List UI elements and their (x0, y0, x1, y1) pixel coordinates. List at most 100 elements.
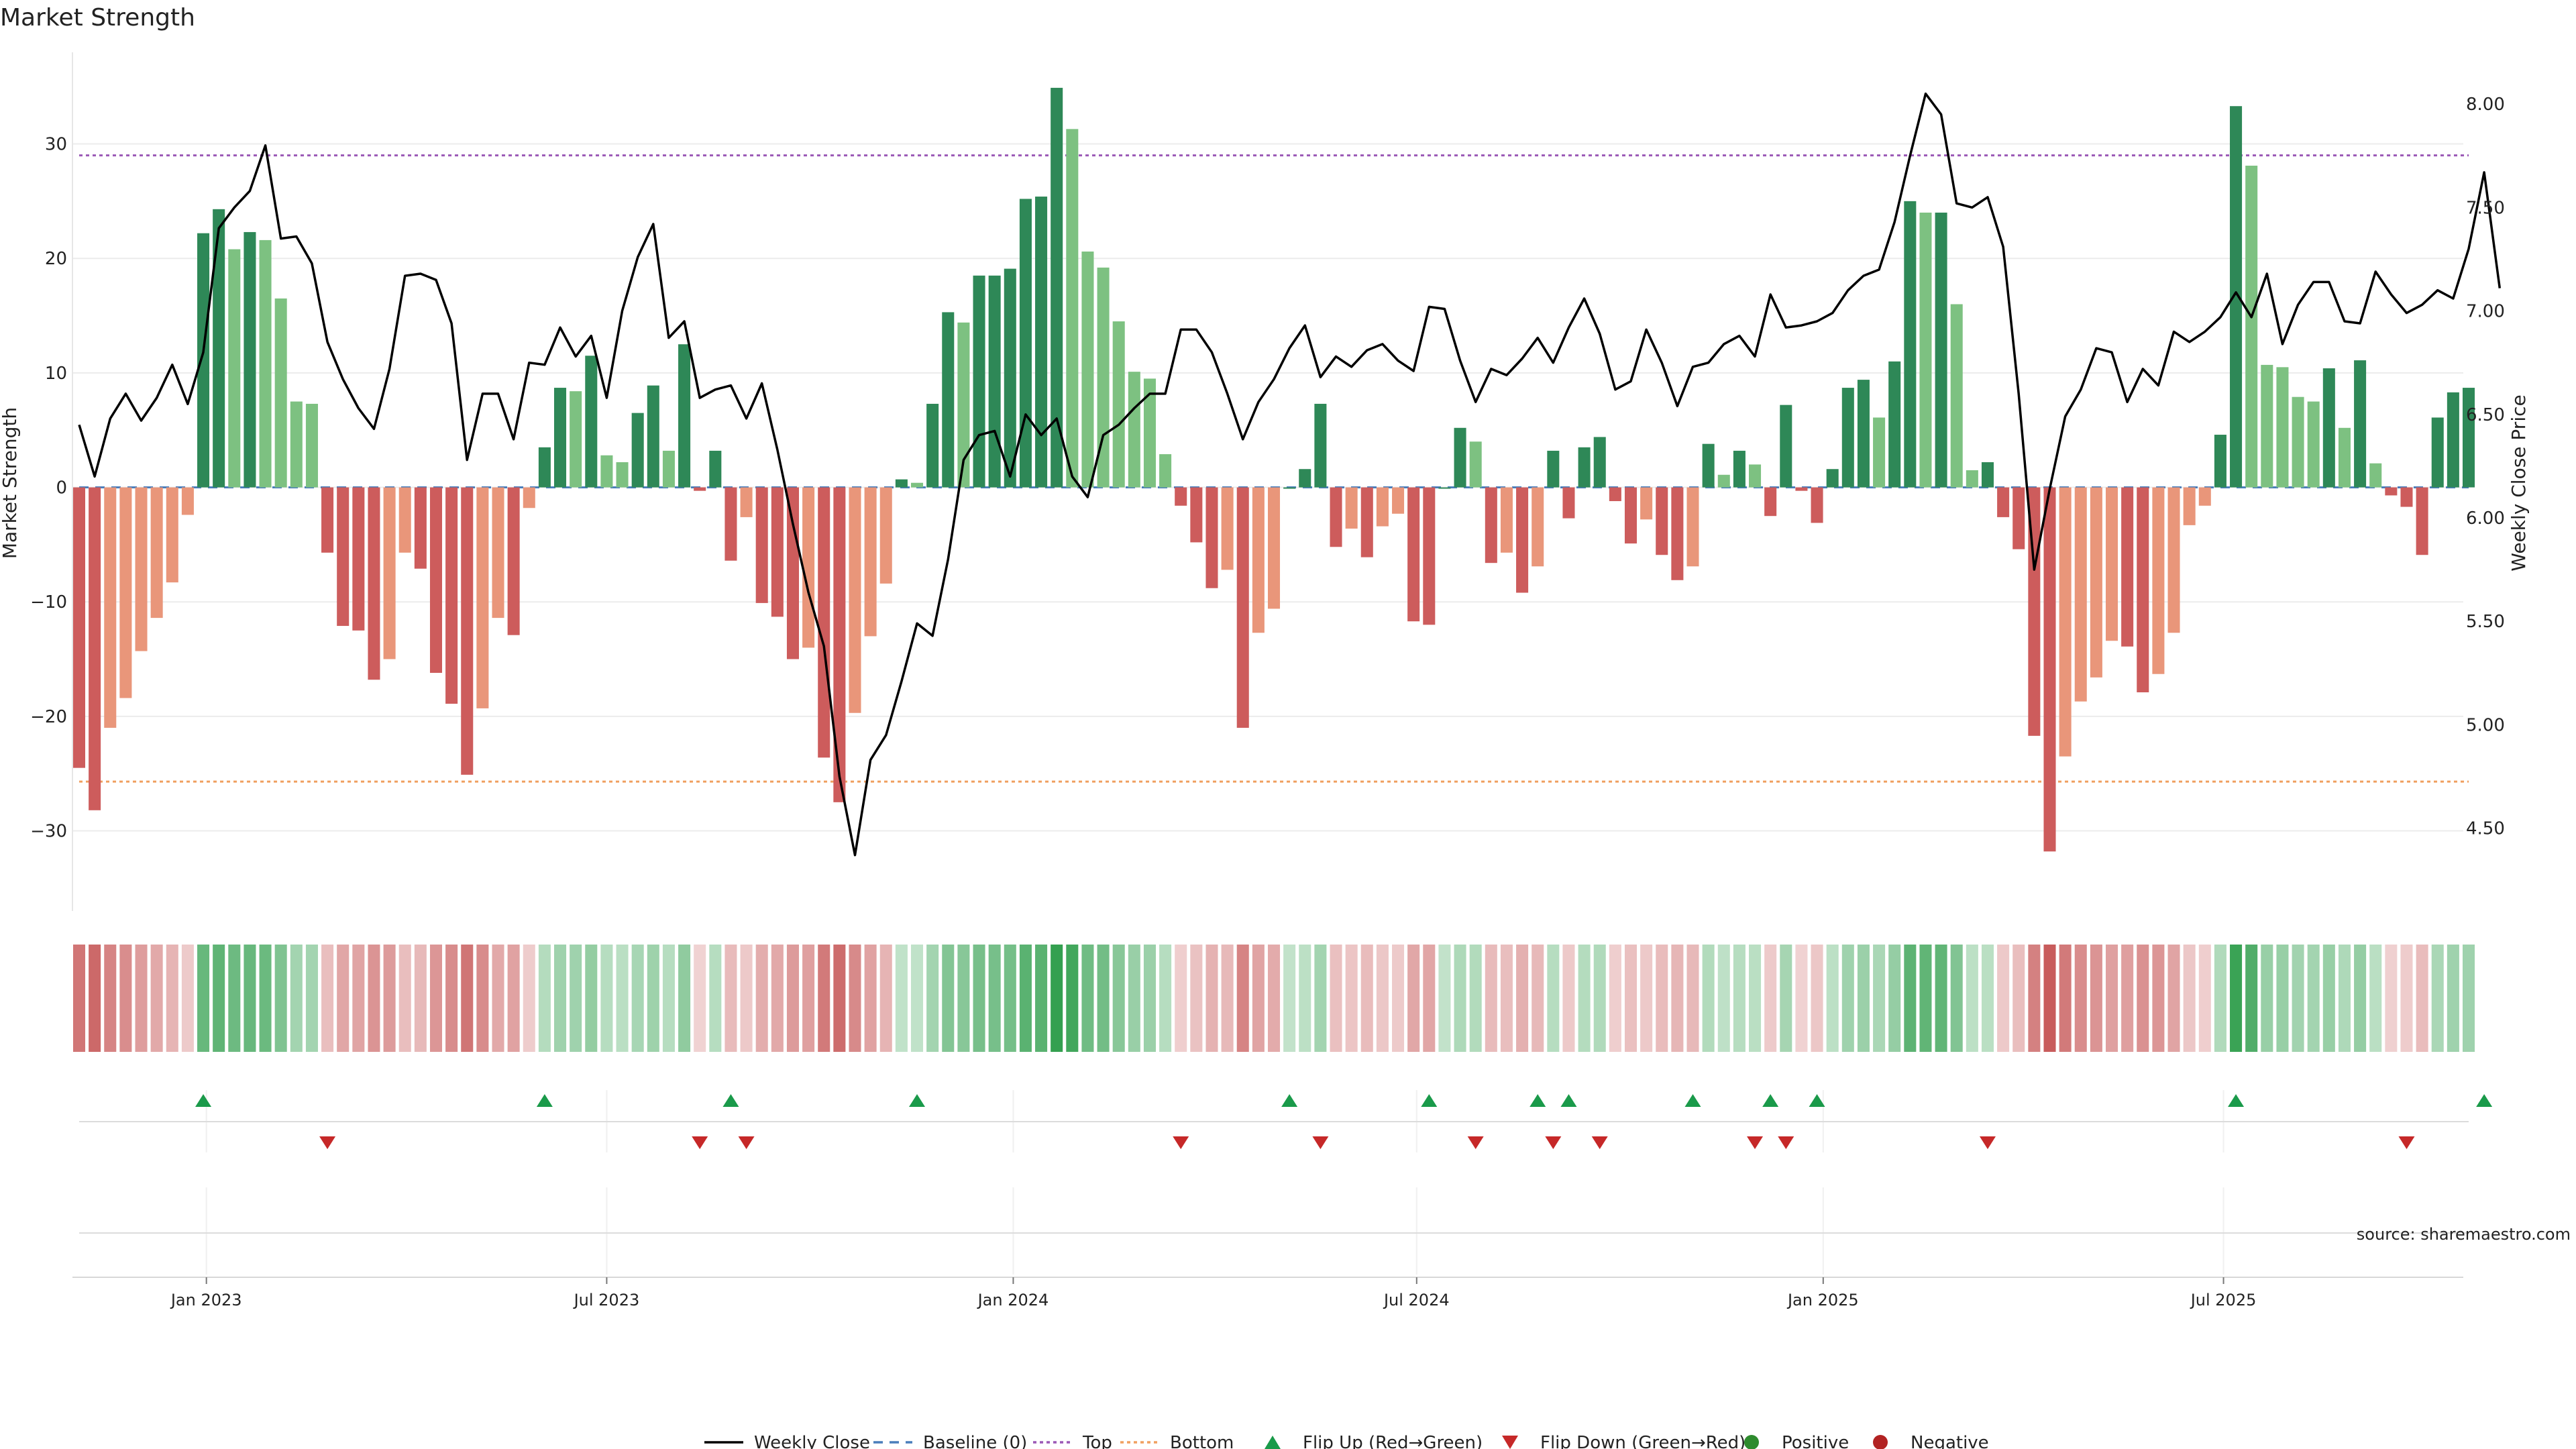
x-axis: Jan 2023 Jul 2023 Jan 2024 Jul 2024 Jan 2025… (72, 1277, 2463, 1309)
heat-cell (2276, 945, 2289, 1052)
strength-bar (1004, 268, 1016, 488)
strength-bar (150, 487, 163, 619)
strength-bar (429, 487, 443, 674)
strength-bar (1112, 321, 1125, 488)
strength-bar (2137, 487, 2149, 693)
strength-bar (213, 209, 225, 488)
heat-cell (631, 945, 644, 1052)
heat-cell (290, 945, 303, 1052)
heat-cell (1873, 945, 1886, 1052)
strength-bar (2462, 388, 2475, 488)
legend-label: Top (1082, 1433, 1112, 1449)
flip-down-marker (1979, 1136, 1996, 1149)
strength-bar (1547, 450, 1560, 488)
flip-down-marker (2398, 1136, 2415, 1149)
strength-bar (89, 487, 101, 810)
heat-cell (2121, 945, 2134, 1052)
heat-cell (942, 945, 955, 1052)
right-tick-label: 6.00 (2466, 508, 2505, 529)
heat-cell (523, 945, 535, 1052)
heat-cell (2400, 945, 2413, 1052)
strength-bar (523, 487, 535, 508)
heat-cell (678, 945, 691, 1052)
heat-cell (197, 945, 210, 1052)
strength-bar (2012, 487, 2025, 549)
heat-cell (1562, 945, 1575, 1052)
strength-bar (305, 403, 318, 488)
heat-cell (2322, 945, 2335, 1052)
strength-bar (554, 388, 567, 488)
heat-cell (1749, 945, 1762, 1052)
strength-bar (2261, 364, 2273, 488)
heat-cell (1935, 945, 1947, 1052)
heat-cell (1051, 945, 1063, 1052)
flip-down-marker (1545, 1136, 1562, 1149)
heat-cell (2338, 945, 2351, 1052)
strength-bar (104, 487, 117, 728)
strength-bar (849, 487, 861, 713)
heat-cell (600, 945, 613, 1052)
heat-cell (2043, 945, 2056, 1052)
strength-bar (2214, 435, 2226, 488)
flip-up-marker (2476, 1094, 2493, 1107)
heat-cell (1066, 945, 1079, 1052)
heat-cell (1392, 945, 1405, 1052)
heat-cell (2028, 945, 2041, 1052)
strength-bar (600, 455, 613, 488)
heat-cell (1112, 945, 1125, 1052)
strength-bar (1159, 454, 1172, 488)
flip-down-marker (738, 1136, 755, 1149)
strength-bar (1671, 487, 1684, 580)
strength-bar (1066, 129, 1079, 488)
strength-bar (694, 487, 706, 491)
strength-bar (1904, 201, 1917, 488)
heat-cell (1159, 945, 1172, 1052)
heat-cell (771, 945, 784, 1052)
heat-cell (89, 945, 101, 1052)
strength-bar (1035, 197, 1048, 488)
heat-cell (135, 945, 148, 1052)
strength-bar (1407, 487, 1420, 622)
strength-bar (2400, 487, 2413, 507)
heat-cell (1175, 945, 1187, 1052)
heat-cell (1469, 945, 1482, 1052)
heat-cell (414, 945, 427, 1052)
strength-bar (1857, 380, 1870, 488)
strength-bar (818, 487, 830, 758)
strength-bar (2183, 487, 2196, 525)
strength-bar (1143, 378, 1156, 488)
heat-cell (2369, 945, 2382, 1052)
heat-cell (383, 945, 396, 1052)
right-tick-label: 7.00 (2466, 302, 2505, 322)
heat-cell (694, 945, 706, 1052)
strength-bar (244, 231, 256, 488)
heat-cell (2385, 945, 2398, 1052)
heat-cell (1764, 945, 1777, 1052)
heat-cell (988, 945, 1001, 1052)
heat-cell (1919, 945, 1932, 1052)
strength-bar (570, 391, 582, 488)
heat-cell (244, 945, 256, 1052)
heat-cell (1236, 945, 1249, 1052)
strength-bar (445, 487, 458, 704)
strength-bar (1764, 487, 1777, 517)
strength-bar (2354, 360, 2367, 488)
strength-bar (1811, 487, 1823, 523)
strength-bar (352, 487, 365, 631)
strength-bar (1236, 487, 1249, 728)
heat-cell (1221, 945, 1234, 1052)
heat-cell (1438, 945, 1451, 1052)
heat-cell (119, 945, 132, 1052)
heat-cell (2105, 945, 2118, 1052)
heat-cell (1547, 945, 1560, 1052)
heat-cell (2074, 945, 2087, 1052)
left-tick-label: 10 (45, 364, 67, 384)
strength-bar (1299, 469, 1311, 488)
heat-cell (1888, 945, 1901, 1052)
strength-bar (2230, 106, 2243, 488)
heat-cell (1283, 945, 1296, 1052)
left-axis-title: Market Strength (0, 407, 21, 559)
heat-cell (72, 945, 86, 1052)
strength-bar (2369, 463, 2382, 488)
strength-bar (1532, 487, 1544, 567)
